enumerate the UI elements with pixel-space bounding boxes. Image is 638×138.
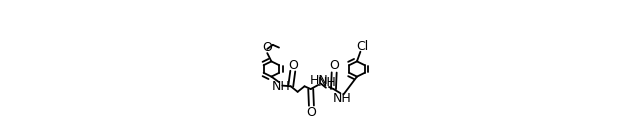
Text: HN: HN bbox=[310, 74, 329, 87]
Text: NH: NH bbox=[318, 76, 337, 89]
Text: NH: NH bbox=[332, 92, 352, 105]
Text: O: O bbox=[306, 106, 316, 119]
Text: O: O bbox=[262, 41, 272, 54]
Text: O: O bbox=[288, 59, 299, 72]
Text: Cl: Cl bbox=[357, 40, 369, 53]
Text: O: O bbox=[329, 59, 339, 72]
Text: NH: NH bbox=[271, 80, 290, 93]
